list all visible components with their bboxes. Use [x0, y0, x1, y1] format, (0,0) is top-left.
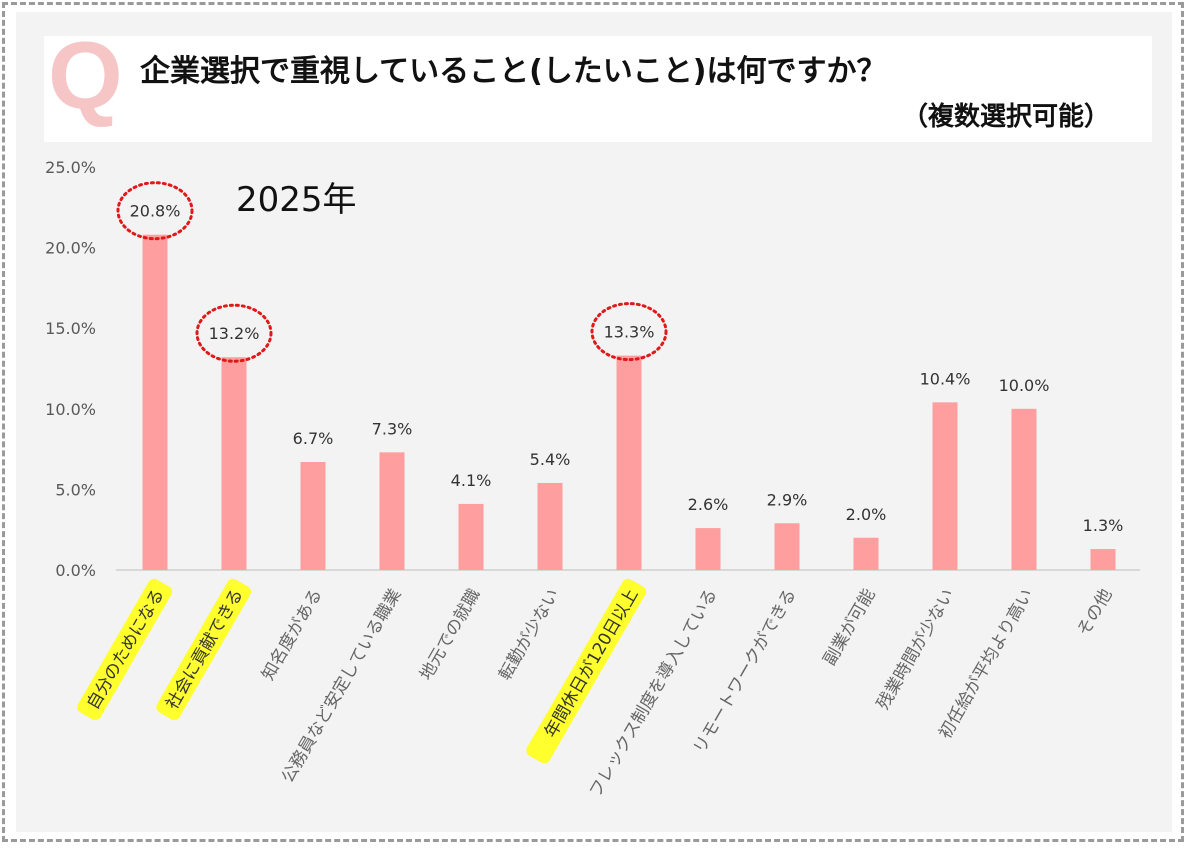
bar	[616, 355, 642, 570]
category-label: 残業時間が少ない	[873, 586, 958, 714]
bar	[379, 452, 405, 570]
bar	[142, 234, 168, 571]
category-label-group: 知名度がある	[258, 586, 326, 684]
value-label: 4.1%	[451, 471, 492, 490]
y-tick-label: 10.0%	[45, 400, 96, 419]
y-tick-label: 5.0%	[55, 480, 96, 499]
category-label-group: 転勤が少ない	[495, 586, 563, 684]
value-label: 13.3%	[604, 323, 655, 342]
value-label: 20.8%	[130, 202, 181, 221]
value-label: 6.7%	[293, 429, 334, 448]
category-label-group: 副業が可能	[820, 586, 880, 670]
highlight-circle	[116, 181, 194, 241]
value-label: 1.3%	[1083, 516, 1124, 535]
category-label: 自分のためになる	[83, 586, 168, 714]
highlight-circle	[590, 302, 668, 362]
title-box	[44, 36, 1152, 142]
value-label: 2.9%	[767, 490, 808, 509]
value-label: 2.0%	[846, 505, 887, 524]
year-label: 2025年	[236, 180, 357, 220]
bar	[458, 503, 484, 570]
chart-subtitle: （複数選択可能）	[901, 102, 1110, 132]
bar	[1090, 549, 1116, 570]
y-tick-label: 15.0%	[45, 319, 96, 338]
bar	[537, 482, 563, 570]
category-highlight	[77, 578, 173, 721]
value-label: 13.2%	[209, 324, 260, 343]
category-label: 地元での就職	[416, 586, 484, 684]
bar	[1011, 408, 1037, 570]
category-highlight	[526, 578, 647, 764]
y-tick-label: 20.0%	[45, 239, 96, 258]
value-label: 10.0%	[999, 376, 1050, 395]
chart-title: 企業選択で重視していること(したいこと)は何ですか？	[140, 54, 887, 89]
bar	[300, 461, 326, 570]
category-label-group: 地元での就職	[416, 586, 484, 684]
highlight-circle	[195, 303, 273, 363]
bar	[932, 402, 958, 570]
q-mark: Q	[48, 22, 123, 129]
y-tick-label: 25.0%	[45, 158, 96, 177]
category-label: 副業が可能	[820, 586, 880, 670]
bar	[221, 357, 247, 570]
value-label: 2.6%	[688, 495, 729, 514]
bar	[853, 537, 879, 570]
category-label: その他	[1074, 586, 1117, 640]
bar	[695, 528, 721, 570]
category-label: 知名度がある	[258, 586, 326, 684]
y-tick-label: 0.0%	[55, 561, 96, 580]
chart-panel	[16, 12, 1172, 832]
value-label: 5.4%	[530, 450, 571, 469]
value-label: 10.4%	[920, 369, 971, 388]
category-label-group: その他	[1074, 586, 1117, 640]
category-label-group: 残業時間が少ない	[873, 586, 958, 714]
category-highlight	[156, 578, 252, 721]
category-label: 転勤が少ない	[495, 586, 563, 684]
category-label: 社会に貢献できる	[162, 586, 247, 713]
value-label: 7.3%	[372, 419, 413, 438]
bar	[774, 523, 800, 570]
